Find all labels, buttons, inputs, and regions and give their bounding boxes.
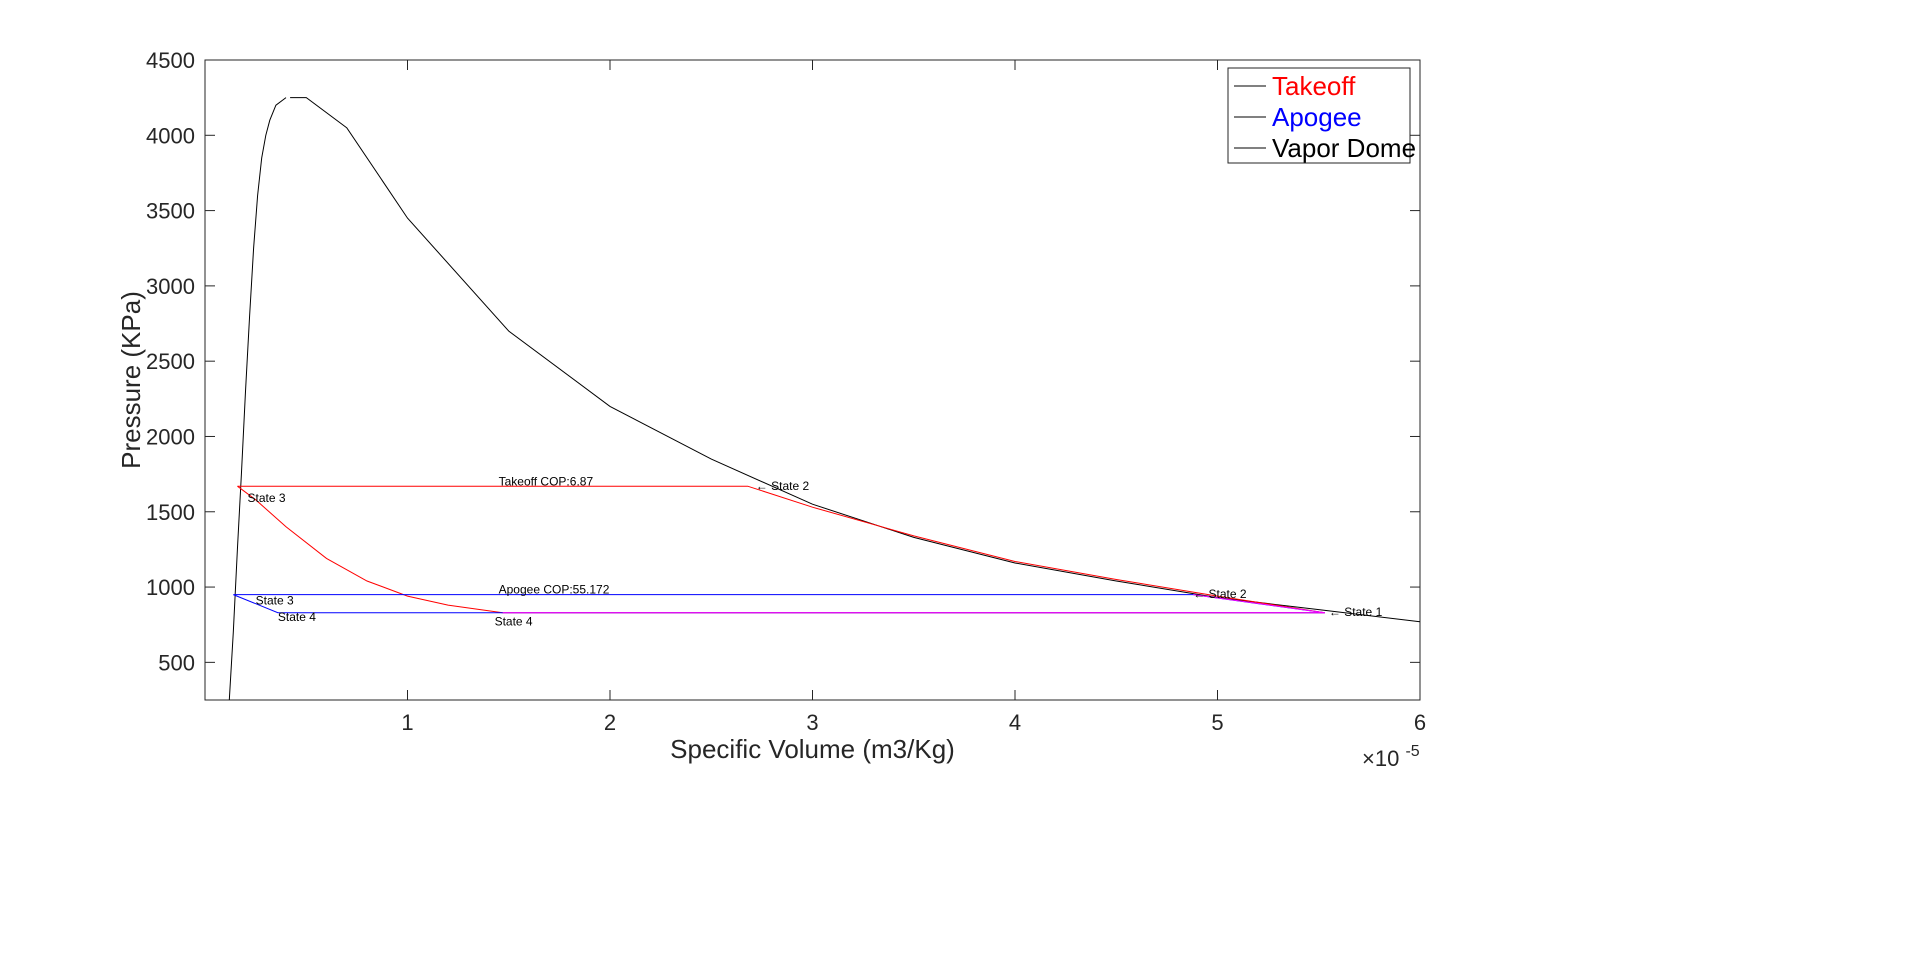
x-axis-exponent: ×10 -5 (1362, 743, 1420, 771)
x-tick-label: 3 (806, 710, 818, 735)
annotation-label: State 4 (278, 610, 316, 624)
legend-label-vapor-dome: Vapor Dome (1272, 133, 1416, 163)
annotation-label: State 4 (495, 615, 533, 629)
y-tick-label: 3000 (146, 274, 195, 299)
y-tick-label: 4000 (146, 123, 195, 148)
y-tick-label: 2000 (146, 424, 195, 449)
series-layer (228, 97, 1421, 701)
annotation-label: ← State 2 (756, 479, 810, 493)
x-tick-label: 2 (604, 710, 616, 735)
legend-label-apogee: Apogee (1272, 102, 1362, 132)
annotation-label: Apogee COP:55.172 (499, 582, 610, 596)
x-axis-label: Specific Volume (m3/Kg) (670, 734, 955, 764)
x-tick-label: 4 (1009, 710, 1021, 735)
y-tick-label: 2500 (146, 349, 195, 374)
y-tick-label: 500 (158, 650, 195, 675)
plot-area (204, 59, 1421, 701)
y-tick-label: 4500 (146, 48, 195, 73)
x-tick-label: 5 (1211, 710, 1223, 735)
y-tick-label: 3500 (146, 199, 195, 224)
x-axis-exponent-power: -5 (1405, 743, 1419, 760)
legend-box (1227, 67, 1411, 164)
annotation-label: ← State 2 (1193, 587, 1247, 601)
y-axis-label: Pressure (KPa) (116, 291, 146, 469)
tick-layer: 1 2 3 4 5 6 500 1000 1500 2000 2500 3000 3500 4000 450… (146, 48, 1426, 735)
series-line-vapor-dome-right (290, 97, 1421, 623)
y-tick-label: 1000 (146, 575, 195, 600)
x-axis-exponent-base: ×10 (1362, 746, 1399, 771)
x-tick-label: 6 (1414, 710, 1426, 735)
annotation-label: State 3 (248, 491, 286, 505)
series-line-vapor-dome (228, 97, 287, 701)
x-tick-label: 1 (401, 710, 413, 735)
annotation-label: State 3 (256, 594, 294, 608)
overlap-segment-1 (1193, 594, 1325, 614)
annotation-label: ← State 1 (1329, 605, 1383, 619)
legend: Takeoff Apogee Vapor Dome (1227, 67, 1416, 164)
annotation-label: Takeoff COP:6.87 (499, 475, 594, 489)
annotation-layer: Takeoff COP:6.87 ← State 2 State 3 Apogee C… (248, 475, 1383, 629)
y-tick-label: 1500 (146, 500, 195, 525)
legend-label-takeoff: Takeoff (1272, 71, 1356, 101)
